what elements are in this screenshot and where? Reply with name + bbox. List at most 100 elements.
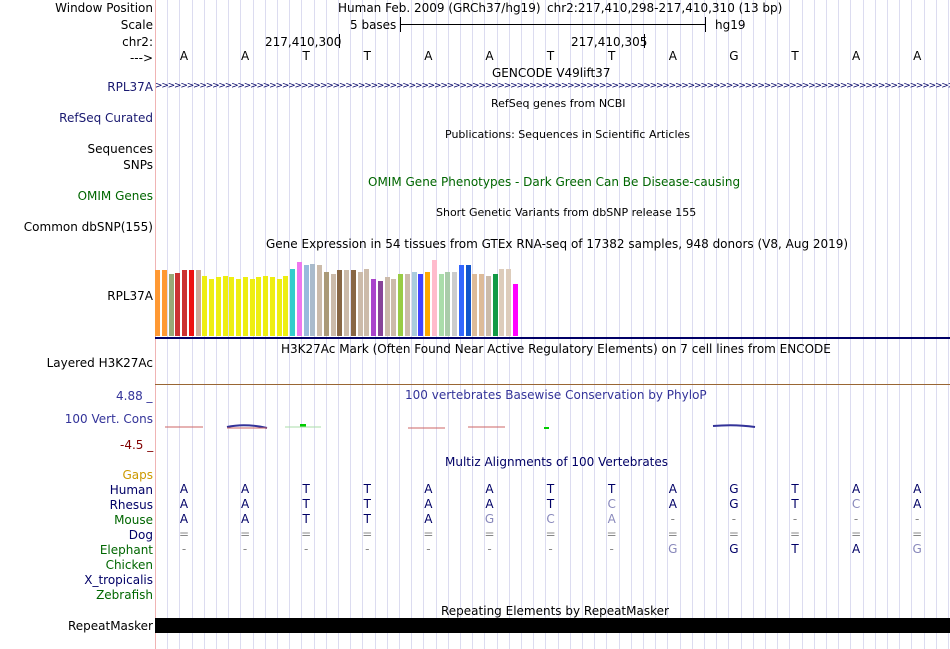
species-label[interactable]: Mouse xyxy=(114,513,153,527)
alignment-base: A xyxy=(424,497,433,511)
gtex-tissue-bar[interactable] xyxy=(263,276,268,336)
gtex-tissue-bar[interactable] xyxy=(357,272,363,336)
gtex-bar-chart[interactable] xyxy=(155,252,535,336)
window-position-label: Window Position xyxy=(55,1,153,15)
gtex-tissue-bar[interactable] xyxy=(249,279,255,336)
gtex-tissue-bar[interactable] xyxy=(317,265,322,336)
gtex-tissue-bar[interactable] xyxy=(296,262,302,336)
species-label[interactable]: Human xyxy=(109,483,153,497)
conservation-signal[interactable] xyxy=(155,418,950,434)
gaps-label[interactable]: Gaps xyxy=(122,468,153,482)
species-label[interactable]: Zebrafish xyxy=(96,588,153,602)
alignment-base: T xyxy=(608,482,616,496)
repeatmasker-label[interactable]: RepeatMasker xyxy=(67,619,153,633)
publications-label-sequences[interactable]: Sequences xyxy=(87,142,153,156)
gtex-tissue-bar[interactable] xyxy=(269,277,275,336)
gtex-tissue-bar[interactable] xyxy=(404,274,410,336)
gtex-tissue-bar[interactable] xyxy=(310,264,316,336)
multiz-title: Multiz Alignments of 100 Vertebrates xyxy=(445,455,669,469)
gtex-tissue-bar[interactable] xyxy=(195,270,201,336)
species-label[interactable]: X_tropicalis xyxy=(84,573,153,587)
gtex-tissue-bar[interactable] xyxy=(323,272,329,336)
species-label[interactable]: Dog xyxy=(128,528,153,542)
gtex-tissue-bar[interactable] xyxy=(384,277,390,336)
repeatmasker-title: Repeating Elements by RepeatMasker xyxy=(441,604,669,618)
gtex-tissue-bar[interactable] xyxy=(242,277,248,336)
gtex-tissue-bar[interactable] xyxy=(209,279,214,336)
gtex-tissue-bar[interactable] xyxy=(492,274,498,336)
h3k27ac-label[interactable]: Layered H3K27Ac xyxy=(46,356,153,370)
gtex-tissue-bar[interactable] xyxy=(290,269,295,336)
omim-label[interactable]: OMIM Genes xyxy=(77,189,153,203)
gtex-tissue-bar[interactable] xyxy=(182,270,187,336)
gencode-gene-arrows[interactable]: >>>>>>>>>>>>>>>>>>>>>>>>>>>>>>>>>>>>>>>>… xyxy=(155,81,950,91)
gtex-tissue-bar[interactable] xyxy=(512,284,518,336)
gtex-tissue-bar[interactable] xyxy=(411,272,417,336)
gtex-tissue-bar[interactable] xyxy=(458,265,464,336)
species-label[interactable]: Elephant xyxy=(99,543,153,557)
alignment-base: G xyxy=(729,482,739,496)
position-text: chr2:217,410,298-217,410,310 (13 bp) xyxy=(547,1,783,15)
gtex-tissue-bar[interactable] xyxy=(188,270,194,336)
grid-line xyxy=(680,0,681,649)
repeatmasker-block[interactable] xyxy=(155,618,950,633)
gtex-tissue-bar[interactable] xyxy=(161,270,167,336)
gtex-tissue-bar[interactable] xyxy=(175,273,181,336)
gtex-tissue-bar[interactable] xyxy=(479,274,484,336)
grid-line xyxy=(533,0,534,649)
gtex-tissue-bar[interactable] xyxy=(377,281,383,336)
gtex-tissue-bar[interactable] xyxy=(499,269,505,336)
gtex-tissue-bar[interactable] xyxy=(229,277,235,336)
species-label[interactable]: Rhesus xyxy=(109,498,153,512)
gtex-tissue-bar[interactable] xyxy=(371,279,376,336)
alignment-base: = xyxy=(362,527,373,541)
gtex-tissue-bar[interactable] xyxy=(337,270,343,336)
alignment-base: C xyxy=(851,497,861,511)
gtex-label[interactable]: RPL37A xyxy=(107,289,153,303)
track-area[interactable]: Human Feb. 2009 (GRCh37/hg19) chr2:217,4… xyxy=(155,0,950,649)
gtex-tissue-bar[interactable] xyxy=(485,276,491,336)
publications-label-snps[interactable]: SNPs xyxy=(123,158,153,172)
gtex-tissue-bar[interactable] xyxy=(506,269,511,336)
gtex-tissue-bar[interactable] xyxy=(452,272,457,336)
species-label[interactable]: Chicken xyxy=(105,558,153,572)
gtex-tissue-bar[interactable] xyxy=(425,272,430,336)
gtex-tissue-bar[interactable] xyxy=(276,279,282,336)
gtex-tissue-bar[interactable] xyxy=(350,270,356,336)
grid-line xyxy=(643,0,644,649)
alignment-base: T xyxy=(546,482,555,496)
gtex-tissue-bar[interactable] xyxy=(431,260,437,336)
dbsnp-label[interactable]: Common dbSNP(155) xyxy=(23,220,153,234)
grid-line xyxy=(619,0,620,649)
refseq-title: RefSeq genes from NCBI xyxy=(491,97,626,110)
gtex-tissue-bar[interactable] xyxy=(398,274,403,336)
alignment-base: T xyxy=(302,497,310,511)
gtex-tissue-bar[interactable] xyxy=(256,277,262,336)
gencode-label[interactable]: RPL37A xyxy=(107,80,153,94)
gtex-tissue-bar[interactable] xyxy=(303,265,309,336)
alignment-base: = xyxy=(545,527,556,541)
conservation-label[interactable]: 100 Vert. Cons xyxy=(64,412,153,426)
gtex-tissue-bar[interactable] xyxy=(418,274,424,336)
assembly-text: Human Feb. 2009 (GRCh37/hg19) xyxy=(338,1,541,15)
gtex-tissue-bar[interactable] xyxy=(438,274,444,336)
gtex-tissue-bar[interactable] xyxy=(222,276,228,336)
gtex-tissue-bar[interactable] xyxy=(215,277,221,336)
grid-line xyxy=(753,0,754,649)
gtex-tissue-bar[interactable] xyxy=(155,270,160,336)
gtex-tissue-bar[interactable] xyxy=(344,270,349,336)
gtex-tissue-bar[interactable] xyxy=(283,276,289,336)
gtex-tissue-bar[interactable] xyxy=(168,274,174,336)
gtex-tissue-bar[interactable] xyxy=(465,265,471,336)
gtex-tissue-bar[interactable] xyxy=(364,269,370,336)
gtex-tissue-bar[interactable] xyxy=(236,279,241,336)
gtex-tissue-bar[interactable] xyxy=(472,274,478,336)
refseq-label[interactable]: RefSeq Curated xyxy=(59,111,153,125)
gtex-tissue-bar[interactable] xyxy=(391,279,397,336)
gtex-tissue-bar[interactable] xyxy=(445,272,451,336)
base-letter: A xyxy=(668,49,677,63)
gtex-tissue-bar[interactable] xyxy=(202,276,208,336)
gtex-tissue-bar[interactable] xyxy=(330,274,336,336)
base-letter: T xyxy=(546,49,555,63)
